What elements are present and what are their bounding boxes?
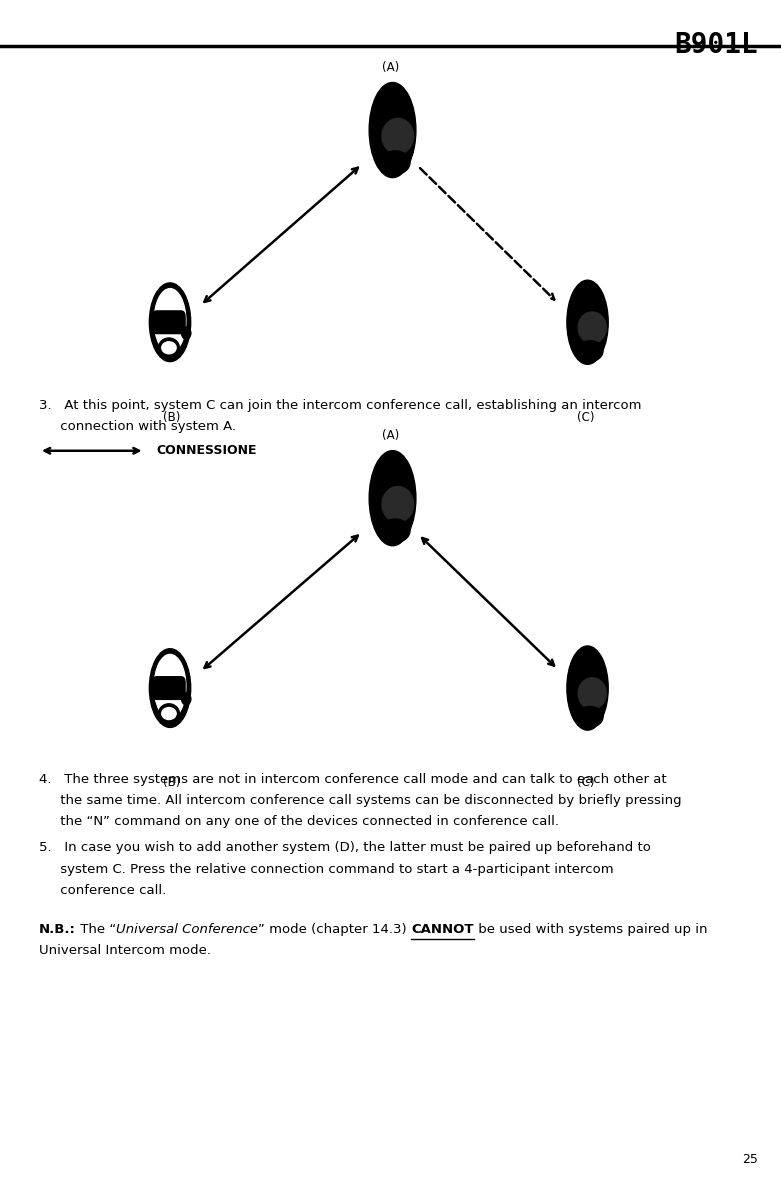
Text: The “: The “ [76,923,116,936]
Text: the “N” command on any one of the devices connected in conference call.: the “N” command on any one of the device… [39,815,559,828]
Ellipse shape [577,341,603,361]
Ellipse shape [577,707,603,727]
Ellipse shape [578,677,606,709]
Ellipse shape [567,280,608,365]
Text: (A): (A) [382,430,399,442]
Ellipse shape [159,337,180,358]
Text: 25: 25 [742,1153,758,1166]
Text: system C. Press the relative connection command to start a 4-participant interco: system C. Press the relative connection … [39,863,614,876]
Ellipse shape [154,655,186,719]
Ellipse shape [181,327,191,339]
Ellipse shape [154,289,186,353]
Ellipse shape [578,312,606,343]
Text: CANNOT: CANNOT [411,923,473,936]
Ellipse shape [382,486,414,522]
Ellipse shape [162,708,177,720]
Text: Universal Conference: Universal Conference [116,923,259,936]
Ellipse shape [162,342,177,354]
Ellipse shape [382,118,414,153]
Text: the same time. All intercom conference call systems can be disconnected by brief: the same time. All intercom conference c… [39,794,682,807]
Text: (C): (C) [577,776,594,789]
Ellipse shape [149,649,191,727]
Text: Universal Intercom mode.: Universal Intercom mode. [39,944,211,957]
Text: CONNESSIONE: CONNESSIONE [156,444,257,458]
Ellipse shape [381,151,410,175]
Ellipse shape [149,283,191,361]
Ellipse shape [369,83,416,178]
Text: N.B.:: N.B.: [39,923,76,936]
Ellipse shape [381,519,410,543]
Text: B901L: B901L [674,31,758,59]
Text: (B): (B) [163,411,180,424]
Text: (B): (B) [163,776,180,789]
Text: 5.   In case you wish to add another system (D), the latter must be paired up be: 5. In case you wish to add another syste… [39,841,651,854]
Text: (A): (A) [382,61,399,74]
Text: be used with systems paired up in: be used with systems paired up in [473,923,707,936]
Ellipse shape [181,693,191,704]
Text: ” mode (chapter 14.3): ” mode (chapter 14.3) [259,923,411,936]
Text: 4.   The three systems are not in intercom conference call mode and can talk to : 4. The three systems are not in intercom… [39,773,667,786]
Text: conference call.: conference call. [39,884,166,897]
Text: connection with system A.: connection with system A. [39,420,236,433]
Ellipse shape [567,645,608,730]
Ellipse shape [369,451,416,545]
Text: 3.   At this point, system C can join the intercom conference call, establishing: 3. At this point, system C can join the … [39,399,641,412]
FancyBboxPatch shape [153,312,185,334]
FancyBboxPatch shape [153,677,185,700]
Ellipse shape [159,703,180,723]
Text: (C): (C) [577,411,594,424]
